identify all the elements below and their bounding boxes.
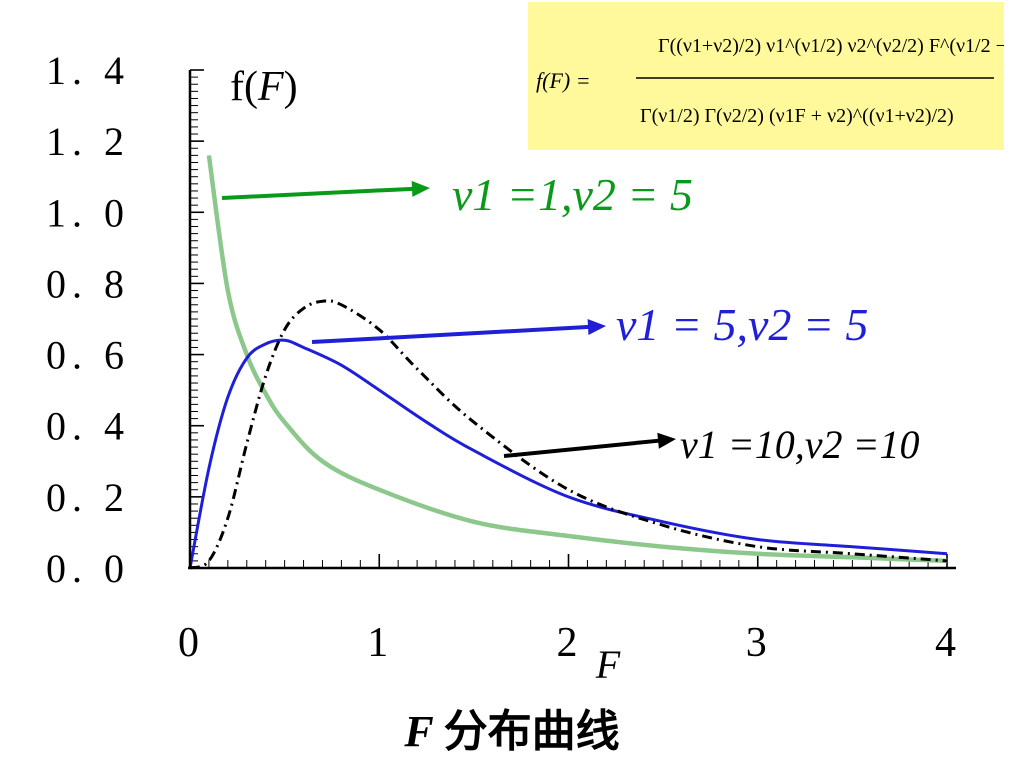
y-tick-label: 1. 2 <box>46 119 130 164</box>
x-tick-label: 1 <box>367 620 388 666</box>
arrow-shaft <box>311 324 595 344</box>
label-arrows <box>221 180 676 458</box>
y-tick-label: 1. 4 <box>46 48 130 93</box>
arrow-head <box>587 318 606 335</box>
formula-numerator: Γ((ν1+ν2)/2) ν1^(ν1/2) ν2^(ν2/2) F^(ν1/2… <box>658 35 1004 57</box>
y-tick-labels: 0. 0 0. 2 0. 4 0. 6 0. 8 1. 0 1. 2 1. 4 <box>46 48 130 591</box>
curve-nu1-1-nu2-5 <box>206 155 948 564</box>
x-axis-label: F <box>595 642 621 687</box>
x-tick-labels: 0 1 2 3 4 <box>178 620 956 666</box>
series-labels: ν1 =1,ν2 = 5 ν1 = 5,ν2 = 5 ν1 =10,ν2 =10 <box>452 169 920 467</box>
arrow-shaft <box>503 438 665 458</box>
y-axis-label: f(F) <box>230 64 298 110</box>
y-tick-label: 1. 0 <box>46 190 130 235</box>
arrow-shaft <box>221 186 419 200</box>
axis-ticks <box>189 69 948 569</box>
curve-nu1-5-nu2-5 <box>188 338 948 569</box>
x-tick-label: 4 <box>935 620 956 666</box>
label-nu1-1-nu2-5: ν1 =1,ν2 = 5 <box>452 169 693 220</box>
y-tick-label: 0. 6 <box>46 333 130 378</box>
label-nu1-10-nu2-10: ν1 =10,ν2 =10 <box>680 422 920 467</box>
formula-denominator: Γ(ν1/2) Γ(ν2/2) (ν1F + ν2)^((ν1+ν2)/2) <box>640 105 954 127</box>
x-tick-label: 0 <box>178 620 199 666</box>
y-tick-label: 0. 2 <box>46 475 130 520</box>
arrow-head <box>657 432 676 449</box>
x-tick-label: 2 <box>557 620 578 666</box>
y-tick-label: 0. 0 <box>46 546 130 591</box>
x-tick-label: 3 <box>746 620 767 666</box>
y-tick-label: 0. 4 <box>46 404 130 449</box>
chart-title: F 分布曲线 <box>403 706 619 757</box>
curve-nu1-10-nu2-10 <box>189 299 948 570</box>
curves <box>188 155 948 570</box>
label-nu1-5-nu2-5: ν1 = 5,ν2 = 5 <box>616 299 868 350</box>
density-formula: f(F) = Γ((ν1+ν2)/2) ν1^(ν1/2) ν2^(ν2/2) … <box>528 2 1004 150</box>
y-tick-label: 0. 8 <box>46 261 130 306</box>
arrow-head <box>411 180 430 197</box>
formula-lhs: f(F) = <box>536 68 591 93</box>
